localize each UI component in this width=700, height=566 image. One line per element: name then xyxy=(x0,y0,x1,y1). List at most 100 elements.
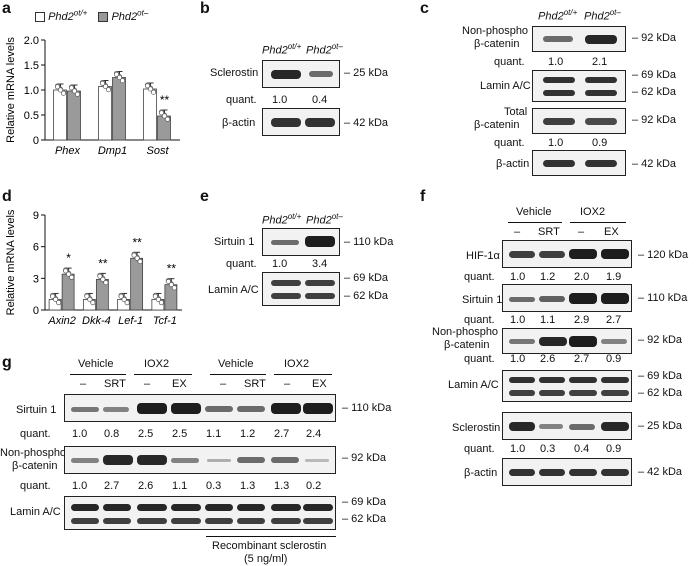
band xyxy=(171,403,201,414)
f-qbcat-1: 1.0 xyxy=(510,353,526,365)
panel-label-a: a xyxy=(2,0,11,17)
c-kda-lamin-1: – 69 kDa xyxy=(632,69,677,81)
band xyxy=(205,406,233,412)
data-point xyxy=(71,88,78,94)
data-point xyxy=(158,300,164,306)
b-quant-label: quant. xyxy=(226,94,257,106)
band xyxy=(539,337,567,346)
band xyxy=(271,504,301,511)
category-label: Axin2 xyxy=(47,315,76,327)
g-quant-label-1: quant. xyxy=(20,428,51,440)
y-tick-label: 0 xyxy=(33,305,39,317)
band xyxy=(237,504,265,511)
band xyxy=(543,118,575,125)
g-lane-4: EX xyxy=(172,378,187,390)
g-qsirt-3: 2.5 xyxy=(138,428,154,440)
category-label: Sost xyxy=(146,145,169,157)
g-qsirt-4: 2.5 xyxy=(172,428,188,440)
f-kda-lamin-1: – 69 kDa xyxy=(638,370,683,382)
c-blot-npbcat xyxy=(532,26,626,52)
f-blot-lamin xyxy=(502,370,632,402)
category-label: Dmp1 xyxy=(98,145,127,157)
g-lane-3: – xyxy=(144,378,151,390)
g-treatment-2: (5 ng/ml) xyxy=(244,553,288,565)
f-label-lamin: Lamin A/C xyxy=(448,379,499,391)
band xyxy=(543,160,575,167)
f-qhif-1: 1.0 xyxy=(510,271,526,283)
band xyxy=(509,377,535,383)
g-group-3: Vehicle xyxy=(218,358,254,370)
band xyxy=(305,280,335,286)
band xyxy=(303,518,333,524)
c-label-npbcat-2: β-catenin xyxy=(474,38,520,50)
band xyxy=(271,240,299,245)
g-group-line-4 xyxy=(274,374,332,375)
band xyxy=(103,518,131,524)
band xyxy=(271,403,301,414)
f-label-scl: Sclerostin xyxy=(452,422,501,434)
data-point xyxy=(57,87,64,93)
g-lane-2: SRT xyxy=(104,378,126,390)
data-point xyxy=(90,300,96,306)
band xyxy=(509,297,535,302)
panel-label-c: c xyxy=(420,0,429,17)
data-point xyxy=(134,255,140,261)
c-quant2-2: 0.9 xyxy=(592,137,608,149)
c-quant2-1: 1.0 xyxy=(548,137,564,149)
band xyxy=(585,77,617,83)
g-qbcat-3: 2.6 xyxy=(138,480,154,492)
data-point xyxy=(84,293,90,299)
g-qbcat-2: 2.7 xyxy=(104,480,120,492)
band xyxy=(601,469,629,476)
band xyxy=(539,469,565,476)
g-treatment-line xyxy=(206,536,336,537)
g-quant-label-2: quant. xyxy=(20,480,51,492)
y-axis-label: Relative mRNA levels xyxy=(5,37,17,143)
band xyxy=(271,293,301,299)
g-group-line-2 xyxy=(134,374,192,375)
y-tick-label: 9 xyxy=(33,210,39,222)
band xyxy=(601,293,629,304)
band xyxy=(539,377,565,383)
band xyxy=(103,504,131,511)
c-quant1-1: 1.0 xyxy=(548,56,564,68)
e-blot-sirt xyxy=(262,228,340,256)
band xyxy=(303,403,333,414)
b-col-ctrl: Phd2ot/+ xyxy=(262,42,302,57)
f-qbcat-4: 0.9 xyxy=(606,353,622,365)
f-label-actin: β-actin xyxy=(464,467,498,479)
g-kda-lamin-1: – 69 kDa xyxy=(342,496,387,508)
panel-label-e: e xyxy=(200,188,209,205)
band xyxy=(103,407,129,412)
bar xyxy=(98,86,112,141)
g-qsirt-2: 0.8 xyxy=(104,428,120,440)
band xyxy=(271,457,299,463)
band xyxy=(539,251,565,258)
band xyxy=(543,36,573,42)
b-col-ko: Phd2ot– xyxy=(306,42,343,57)
e-quant-label: quant. xyxy=(226,258,257,270)
g-lane-1: – xyxy=(80,378,87,390)
g-blot-lamin xyxy=(64,496,336,530)
g-kda-sirt: – 110 kDa xyxy=(342,402,392,414)
y-tick-label: 0.5 xyxy=(24,110,39,122)
f-qsirt-3: 2.9 xyxy=(574,314,590,326)
y-tick-label: 6 xyxy=(33,242,39,254)
g-label-lamin: Lamin A/C xyxy=(10,506,61,518)
f-group-line-1 xyxy=(508,222,562,223)
c-blot-actin xyxy=(532,150,626,176)
band xyxy=(137,504,167,511)
data-point xyxy=(74,91,81,97)
band xyxy=(271,70,301,79)
y-tick-label: 3 xyxy=(33,273,39,285)
data-point xyxy=(63,268,69,274)
data-point xyxy=(105,87,112,93)
chart-a-plot: 0 0.5 1.0 1.5 2.0 Relative mRNA levels Phex Dmp… xyxy=(5,35,180,157)
g-qbcat-4: 1.1 xyxy=(172,480,188,492)
g-lane-6: SRT xyxy=(244,378,266,390)
f-kda-actin: – 42 kDa xyxy=(638,466,683,478)
band xyxy=(569,336,597,347)
significance-label: ** xyxy=(98,256,108,270)
data-point xyxy=(54,84,61,90)
g-lane-7: – xyxy=(284,378,291,390)
